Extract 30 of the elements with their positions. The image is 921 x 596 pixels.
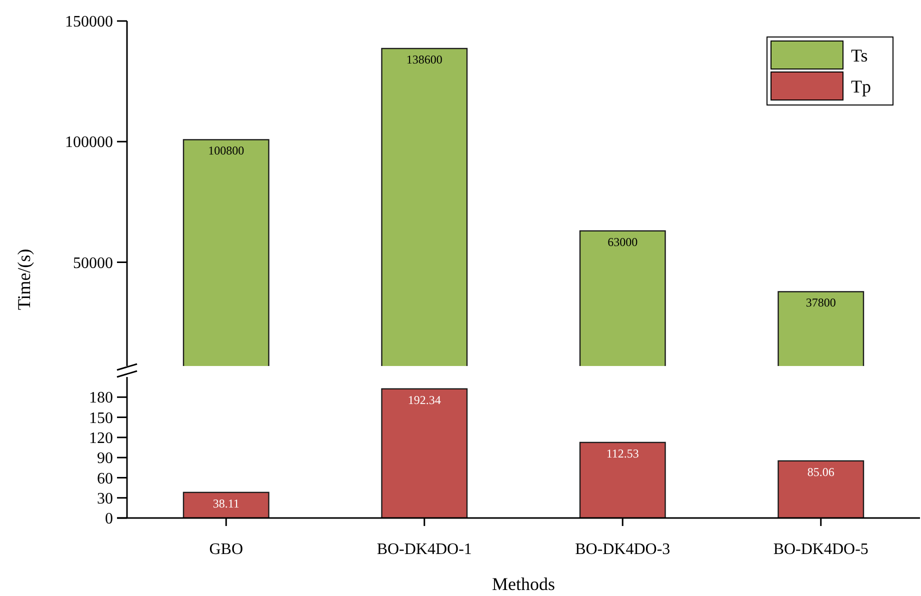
y-tick-label: 150 bbox=[89, 410, 113, 427]
x-axis-title: Methods bbox=[492, 574, 555, 594]
y-tick-label: 60 bbox=[97, 470, 113, 488]
y-tick-label: 150000 bbox=[65, 14, 113, 31]
y-tick-label: 180 bbox=[89, 390, 113, 407]
y-tick-label: 30 bbox=[97, 490, 113, 508]
x-tick-label: GBO bbox=[209, 541, 244, 558]
y-tick-label: 0 bbox=[105, 510, 113, 528]
x-tick-label: BO-DK4DO-3 bbox=[575, 541, 670, 558]
y-tick-label: 90 bbox=[97, 450, 113, 468]
data-label: 112.53 bbox=[606, 446, 639, 460]
data-label: 38.11 bbox=[212, 496, 240, 510]
bar bbox=[381, 388, 468, 518]
bar bbox=[778, 460, 864, 518]
y-tick-label: 120 bbox=[89, 430, 113, 448]
data-label: 138600 bbox=[406, 52, 442, 67]
x-tick-label: BO-DK4DO-1 bbox=[376, 541, 472, 558]
data-label: 85.06 bbox=[807, 464, 834, 479]
y-axis-title: Time/(s) bbox=[14, 248, 34, 310]
legend-label: Ts bbox=[851, 45, 868, 66]
data-label: 192.34 bbox=[408, 392, 441, 407]
y-tick-label: 50000 bbox=[73, 254, 113, 272]
legend-label: Tp bbox=[851, 76, 871, 96]
data-label: 63000 bbox=[608, 234, 638, 249]
x-tick-label: BO-DK4DO-5 bbox=[773, 541, 868, 558]
bar bbox=[579, 442, 666, 518]
bar bbox=[182, 492, 270, 518]
data-label: 37800 bbox=[806, 296, 836, 310]
data-label: 100800 bbox=[208, 144, 244, 158]
y-tick-label: 100000 bbox=[65, 134, 113, 152]
